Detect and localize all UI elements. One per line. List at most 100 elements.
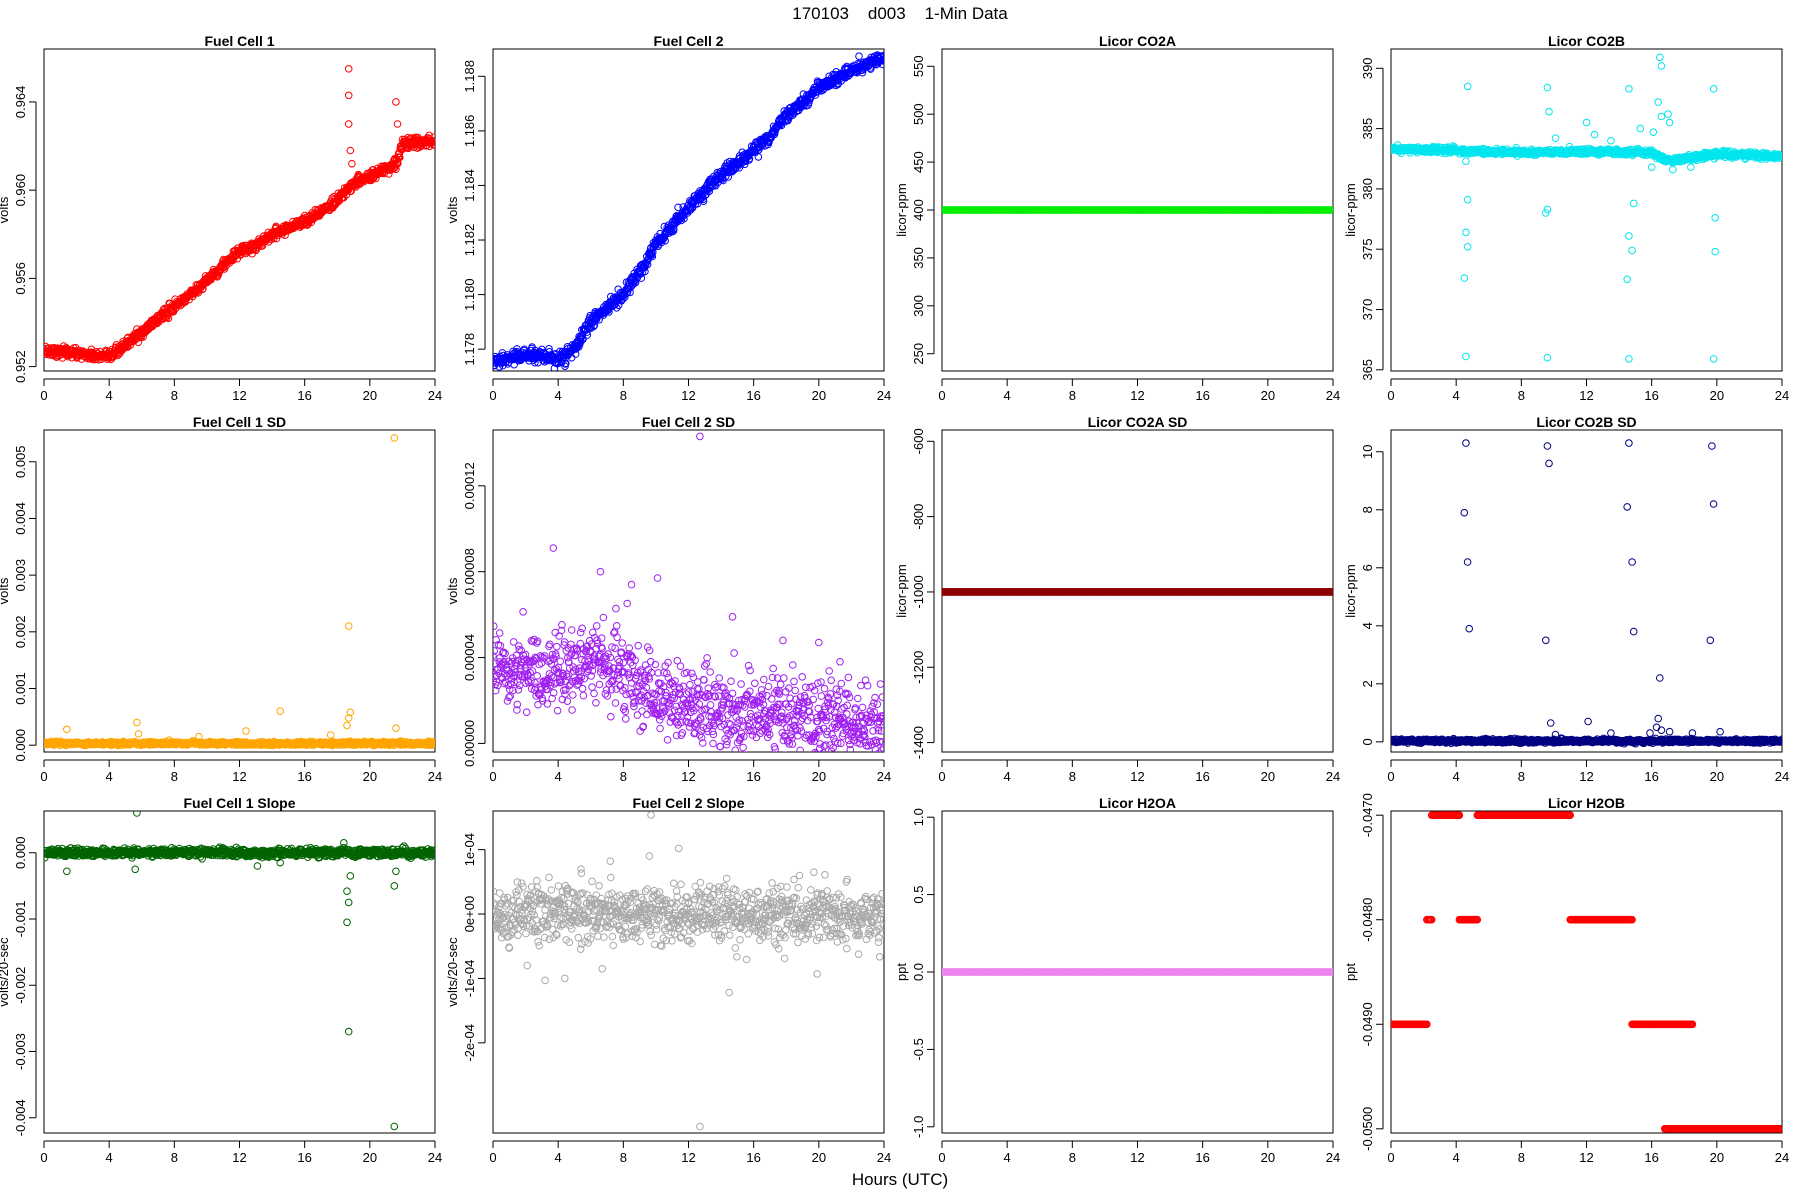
data-point	[396, 153, 404, 162]
data-point	[562, 359, 570, 368]
x-tick-label: 16	[297, 388, 311, 403]
data-point	[505, 693, 513, 702]
y-tick-label: 0.004	[13, 502, 28, 535]
y-tick-label: 0.956	[13, 262, 28, 295]
x-tick-label: 12	[681, 769, 695, 784]
x-tick-label: 12	[232, 769, 246, 784]
data-point	[1551, 134, 1560, 142]
data-point	[1607, 136, 1615, 145]
x-tick-label: 12	[1579, 388, 1593, 403]
x-tick-label: 0	[489, 769, 496, 784]
data-point	[612, 304, 621, 312]
x-tick-label: 20	[1710, 388, 1724, 403]
global-x-axis-label: Hours (UTC)	[851, 1170, 949, 1189]
y-axis-label: licor-ppm	[894, 183, 909, 236]
data-point	[1664, 110, 1672, 118]
data-point	[1657, 62, 1666, 70]
data-point	[344, 622, 353, 630]
data-point	[430, 137, 435, 145]
data-point	[579, 691, 588, 700]
data-point	[509, 686, 517, 695]
y-tick-label: 0.964	[13, 86, 28, 119]
data-point	[527, 677, 535, 685]
data-point	[1625, 232, 1633, 240]
data-point	[1625, 85, 1633, 93]
data-point	[619, 295, 627, 303]
data-point	[643, 260, 652, 269]
data-point	[589, 628, 597, 637]
plot-frame	[43, 429, 436, 753]
data-point	[1462, 228, 1470, 237]
data-point	[195, 732, 203, 741]
x-tick-label: 16	[1644, 388, 1658, 403]
data-point	[584, 665, 593, 674]
data-point	[1657, 112, 1666, 121]
x-tick-label: 8	[1518, 388, 1525, 403]
data-point	[429, 138, 435, 146]
x-tick-label: 8	[1069, 388, 1076, 403]
plot-frame	[492, 48, 885, 372]
data-point	[139, 333, 147, 341]
data-point	[553, 706, 562, 715]
data-point	[648, 252, 657, 261]
data-point	[558, 621, 566, 629]
y-tick-label: 500	[911, 103, 926, 125]
y-tick-label: 550	[911, 55, 926, 77]
data-point	[626, 288, 634, 297]
data-point	[133, 325, 141, 333]
data-point	[343, 721, 351, 730]
data-point	[553, 642, 561, 651]
data-point	[576, 628, 585, 637]
x-tick-label: 0	[489, 388, 496, 403]
data-point	[686, 205, 695, 214]
x-tick-label: 20	[812, 769, 826, 784]
y-tick-label: 250	[911, 343, 926, 365]
x-tick-label: 4	[106, 769, 113, 784]
data-point	[583, 331, 592, 339]
chart-panel-fc1: Fuel Cell 10 4 8 12 16 20 240.9520.9560.9600.9…	[0, 33, 442, 403]
data-point	[347, 187, 356, 195]
data-point	[495, 629, 504, 637]
plot-frame	[1390, 48, 1783, 372]
data-point	[542, 679, 551, 688]
data-point	[567, 626, 576, 634]
x-tick-label: 4	[1453, 388, 1460, 403]
data-point	[390, 434, 399, 442]
data-point	[493, 681, 502, 690]
data-point	[552, 652, 560, 661]
data-point	[592, 699, 600, 707]
y-tick-label: 1.186	[462, 115, 477, 148]
data-point	[344, 120, 353, 128]
plot-frame	[43, 48, 436, 372]
data-point	[1545, 107, 1553, 116]
data-point	[557, 626, 566, 635]
data-point	[133, 329, 141, 338]
y-tick-label: 0.00012	[462, 462, 477, 509]
data-point	[546, 681, 555, 690]
data-point	[880, 56, 884, 65]
y-tick-label: 450	[911, 151, 926, 173]
x-tick-label: 16	[746, 388, 760, 403]
data-point	[1463, 243, 1472, 251]
data-point	[543, 700, 552, 708]
x-tick-label: 4	[555, 769, 562, 784]
data-point	[592, 644, 601, 653]
data-point	[535, 660, 544, 669]
data-point	[529, 637, 537, 646]
data-point	[576, 677, 584, 685]
chart-panel-fc2: Fuel Cell 20 4 8 12 16 20 241.1781.1801.1821.1…	[445, 33, 891, 403]
data-point	[637, 274, 646, 282]
data-series	[1391, 53, 1782, 363]
data-point	[561, 690, 569, 699]
data-point	[587, 640, 596, 648]
x-tick-label: 24	[877, 388, 891, 403]
y-tick-label: 0.001	[13, 672, 28, 705]
data-point	[551, 628, 560, 637]
data-point	[576, 639, 585, 648]
panel-title: Licor CO2A	[1099, 33, 1176, 49]
data-point	[1462, 157, 1470, 165]
data-point	[533, 672, 542, 680]
x-tick-label: 24	[877, 769, 891, 784]
data-point	[1665, 118, 1674, 127]
